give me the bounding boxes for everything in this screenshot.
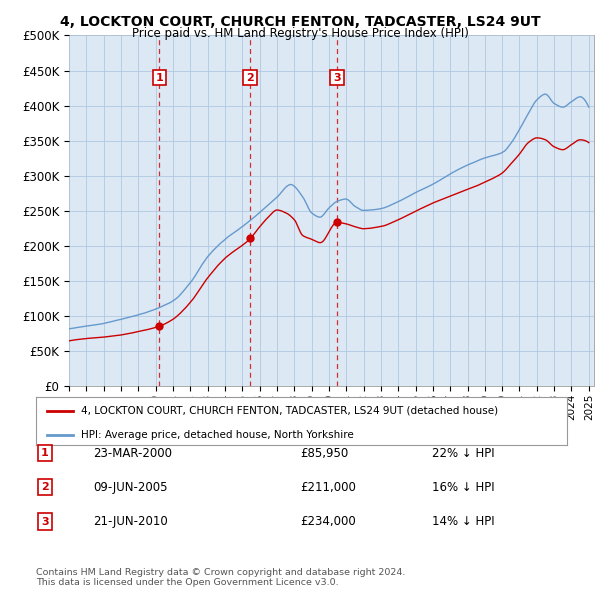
Text: 09-JUN-2005: 09-JUN-2005 — [93, 481, 167, 494]
Text: £85,950: £85,950 — [300, 447, 348, 460]
Text: 14% ↓ HPI: 14% ↓ HPI — [432, 515, 494, 528]
Text: 21-JUN-2010: 21-JUN-2010 — [93, 515, 168, 528]
Text: Contains HM Land Registry data © Crown copyright and database right 2024.: Contains HM Land Registry data © Crown c… — [36, 568, 406, 577]
Text: 3: 3 — [41, 517, 49, 526]
Text: 1: 1 — [41, 448, 49, 458]
Text: £211,000: £211,000 — [300, 481, 356, 494]
Text: 4, LOCKTON COURT, CHURCH FENTON, TADCASTER, LS24 9UT (detached house): 4, LOCKTON COURT, CHURCH FENTON, TADCAST… — [81, 405, 498, 415]
Text: 3: 3 — [333, 73, 341, 83]
Text: 16% ↓ HPI: 16% ↓ HPI — [432, 481, 494, 494]
Text: 4, LOCKTON COURT, CHURCH FENTON, TADCASTER, LS24 9UT: 4, LOCKTON COURT, CHURCH FENTON, TADCAST… — [59, 15, 541, 30]
Text: £234,000: £234,000 — [300, 515, 356, 528]
Text: 22% ↓ HPI: 22% ↓ HPI — [432, 447, 494, 460]
Text: 2: 2 — [41, 483, 49, 492]
Text: This data is licensed under the Open Government Licence v3.0.: This data is licensed under the Open Gov… — [36, 578, 338, 587]
Text: 1: 1 — [155, 73, 163, 83]
Text: 2: 2 — [246, 73, 254, 83]
Text: HPI: Average price, detached house, North Yorkshire: HPI: Average price, detached house, Nort… — [81, 430, 354, 440]
Text: 23-MAR-2000: 23-MAR-2000 — [93, 447, 172, 460]
Text: Price paid vs. HM Land Registry's House Price Index (HPI): Price paid vs. HM Land Registry's House … — [131, 27, 469, 40]
